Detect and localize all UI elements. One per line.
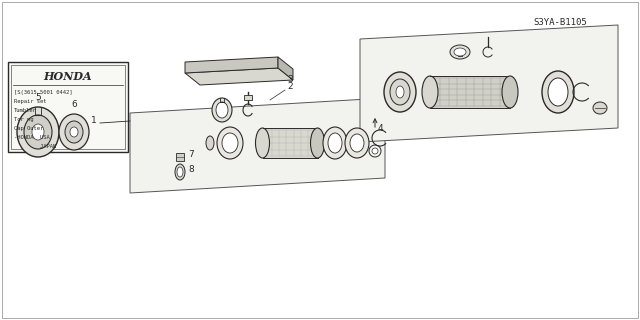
Polygon shape — [278, 57, 293, 80]
Ellipse shape — [350, 134, 364, 152]
Text: HONDA: HONDA — [44, 70, 92, 82]
Ellipse shape — [17, 107, 59, 157]
Text: Cap Outer: Cap Outer — [14, 125, 44, 131]
Ellipse shape — [454, 48, 466, 56]
Ellipse shape — [177, 167, 183, 177]
Ellipse shape — [422, 76, 438, 108]
Ellipse shape — [255, 128, 269, 158]
Text: JAPAN: JAPAN — [14, 143, 56, 148]
Ellipse shape — [372, 148, 378, 154]
Ellipse shape — [396, 86, 404, 98]
Ellipse shape — [59, 114, 89, 150]
Ellipse shape — [216, 102, 228, 118]
Bar — [244, 95, 252, 100]
Text: [S(3615 5001 0442]: [S(3615 5001 0442] — [14, 90, 72, 94]
Ellipse shape — [206, 136, 214, 150]
Ellipse shape — [593, 102, 607, 114]
Polygon shape — [185, 57, 278, 73]
Text: 2: 2 — [287, 82, 292, 91]
Ellipse shape — [212, 98, 232, 122]
Ellipse shape — [222, 133, 238, 153]
Ellipse shape — [323, 127, 347, 159]
Polygon shape — [130, 98, 385, 193]
Bar — [176, 153, 184, 161]
Bar — [262, 128, 317, 158]
Text: 1: 1 — [92, 116, 97, 125]
Text: 3: 3 — [287, 75, 292, 84]
Ellipse shape — [542, 71, 574, 113]
Text: 6: 6 — [71, 100, 77, 109]
Text: 5: 5 — [35, 93, 41, 102]
Bar — [8, 62, 128, 152]
Ellipse shape — [217, 127, 243, 159]
Polygon shape — [360, 25, 618, 142]
Ellipse shape — [328, 133, 342, 153]
Text: -HONDA  USA: -HONDA USA — [14, 134, 50, 140]
Ellipse shape — [548, 78, 568, 106]
Text: 4: 4 — [378, 124, 383, 133]
Ellipse shape — [175, 164, 185, 180]
Ellipse shape — [65, 121, 83, 143]
Text: Repair set: Repair set — [14, 99, 47, 103]
Ellipse shape — [345, 128, 369, 158]
Bar — [11, 65, 125, 149]
Ellipse shape — [502, 76, 518, 108]
Text: Tor ng: Tor ng — [14, 116, 33, 122]
Ellipse shape — [384, 72, 416, 112]
Text: Tumbler: Tumbler — [14, 108, 36, 113]
Polygon shape — [185, 68, 293, 85]
Bar — [430, 76, 510, 108]
Ellipse shape — [24, 115, 52, 149]
Ellipse shape — [390, 79, 410, 105]
Text: S3YA-B1105: S3YA-B1105 — [533, 18, 587, 27]
Ellipse shape — [70, 127, 78, 137]
Text: 8: 8 — [188, 165, 194, 174]
Ellipse shape — [310, 128, 324, 158]
Text: 7: 7 — [188, 150, 194, 159]
Ellipse shape — [450, 45, 470, 59]
Ellipse shape — [32, 124, 44, 140]
